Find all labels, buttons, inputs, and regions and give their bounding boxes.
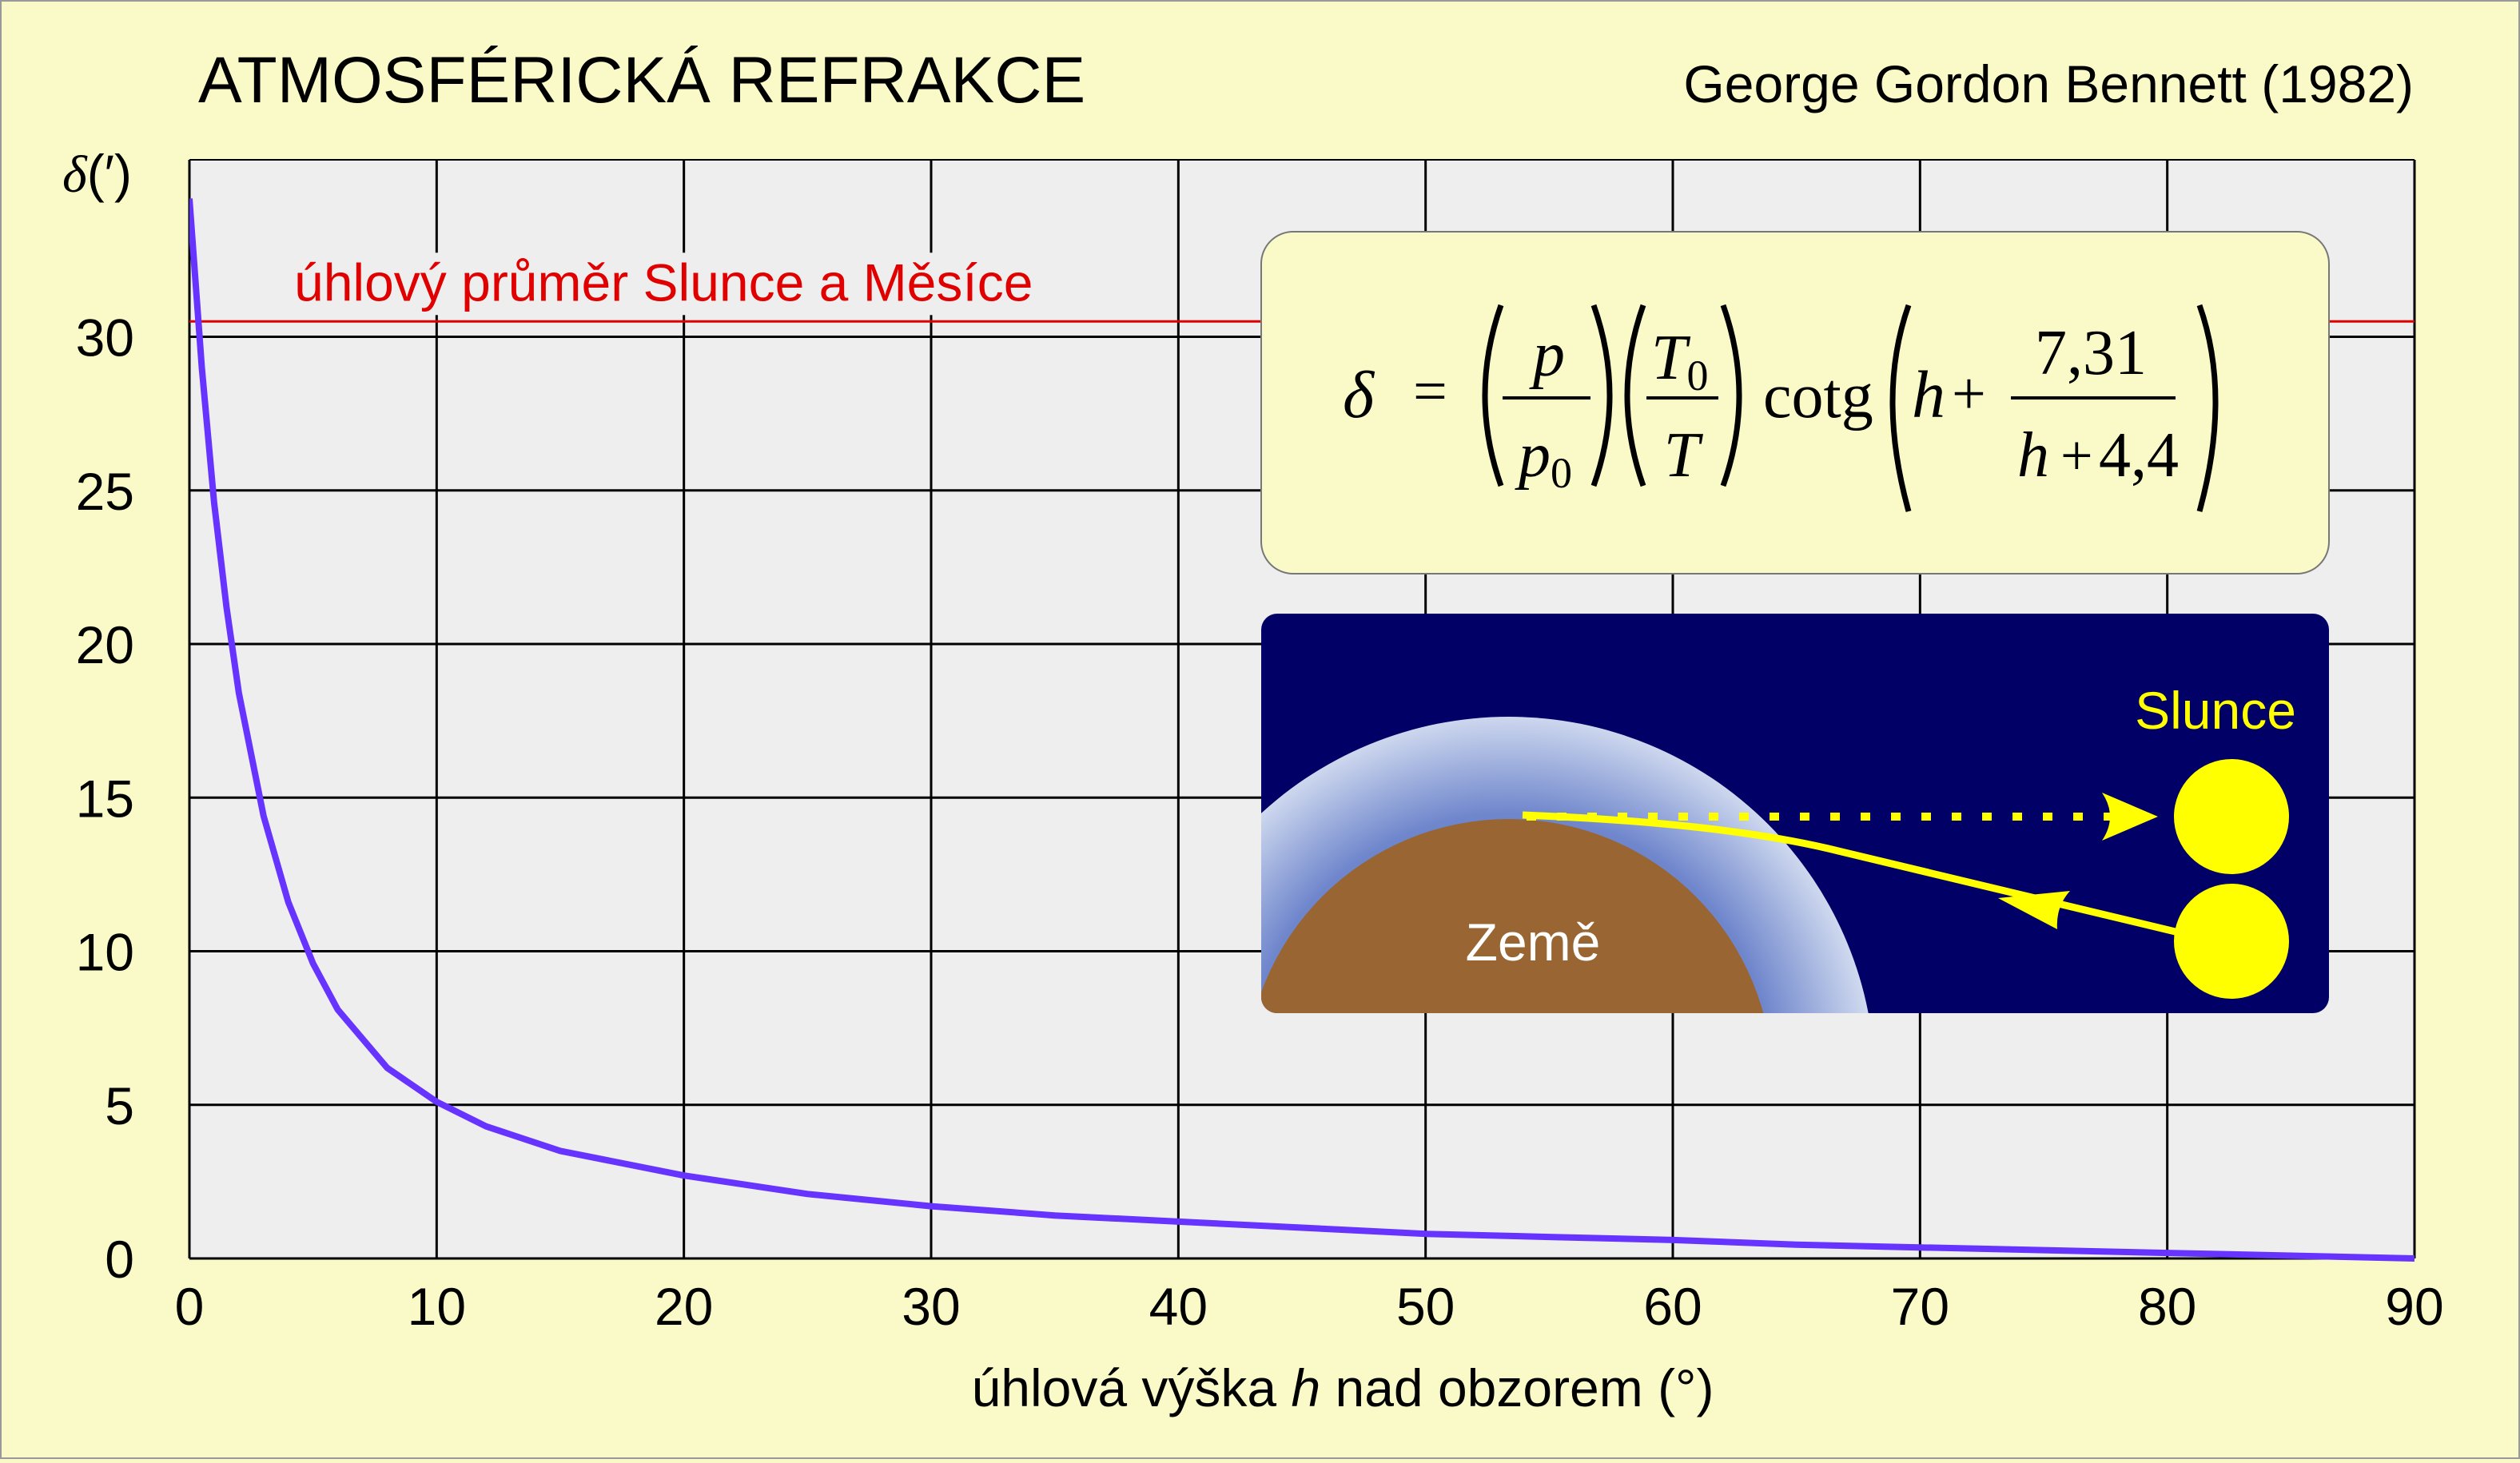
formula-p0-sub: 0 <box>1551 449 1572 497</box>
x-tick-label-20: 20 <box>655 1277 713 1336</box>
x-axis-label-part-2: nad obzorem (°) <box>1320 1358 1714 1417</box>
x-tick-label-60: 60 <box>1643 1277 1702 1336</box>
y-tick-label-15: 15 <box>76 769 134 828</box>
x-tick-label-90: 90 <box>2385 1277 2443 1336</box>
formula-T0-sub: 0 <box>1687 352 1709 400</box>
sun-label: Slunce <box>2135 681 2296 740</box>
y-tick-label-5: 5 <box>105 1076 134 1135</box>
y-axis-symbol: δ <box>62 145 88 204</box>
x-tick-label-50: 50 <box>1396 1277 1455 1336</box>
y-axis-unit: (′) <box>87 144 132 203</box>
x-axis-label: úhlová výška h nad obzorem (°) <box>972 1358 1714 1417</box>
formula-plus: + <box>1952 360 1986 427</box>
formula-p0-base: p <box>1515 420 1551 491</box>
x-tick-label-70: 70 <box>1891 1277 1949 1336</box>
sun-apparent <box>2174 759 2289 874</box>
earth-label: Země <box>1466 912 1601 972</box>
formula-den-h: h <box>2017 420 2049 491</box>
x-tick-label-0: 0 <box>175 1277 205 1336</box>
formula-T: T <box>1664 420 1704 491</box>
formula-den-plus: + <box>2060 423 2093 487</box>
y-tick-label-20: 20 <box>76 615 134 674</box>
formula-cotg: cotg <box>1763 361 1873 431</box>
y-tick-label-30: 30 <box>76 308 134 368</box>
y-tick-label-10: 10 <box>76 923 134 982</box>
x-tick-label-80: 80 <box>2138 1277 2196 1336</box>
x-tick-label-30: 30 <box>902 1277 960 1336</box>
x-tick-label-40: 40 <box>1149 1277 1208 1336</box>
x-axis-label-part-1: úhlová výška <box>972 1358 1292 1417</box>
formula-h: h <box>1912 358 1945 432</box>
chart-title: ATMOSFÉRICKÁ REFRAKCE <box>198 44 1085 117</box>
formula-numerator: 7,31 <box>2035 318 2147 388</box>
y-tick-label-0: 0 <box>105 1230 134 1289</box>
x-axis-label-variable: h <box>1291 1358 1320 1417</box>
y-axis-label: δ(′) <box>62 144 132 204</box>
x-tick-label-10: 10 <box>408 1277 466 1336</box>
y-tick-label-25: 25 <box>76 462 134 521</box>
formula-equals: = <box>1413 358 1447 425</box>
formula-den-val: 4,4 <box>2099 420 2179 491</box>
formula-T0-base: T <box>1651 323 1691 393</box>
chart-attribution: George Gordon Bennett (1982) <box>1683 54 2414 113</box>
formula-box: δ = p p0 T0 T cotg h + 7,31 h + 4,4 <box>1261 232 2329 574</box>
formula-p: p <box>1529 320 1565 390</box>
formula-delta: δ <box>1343 358 1375 432</box>
sun-real <box>2174 884 2289 999</box>
reference-line-label: úhlový průměr Slunce a Měsíce <box>294 252 1033 312</box>
